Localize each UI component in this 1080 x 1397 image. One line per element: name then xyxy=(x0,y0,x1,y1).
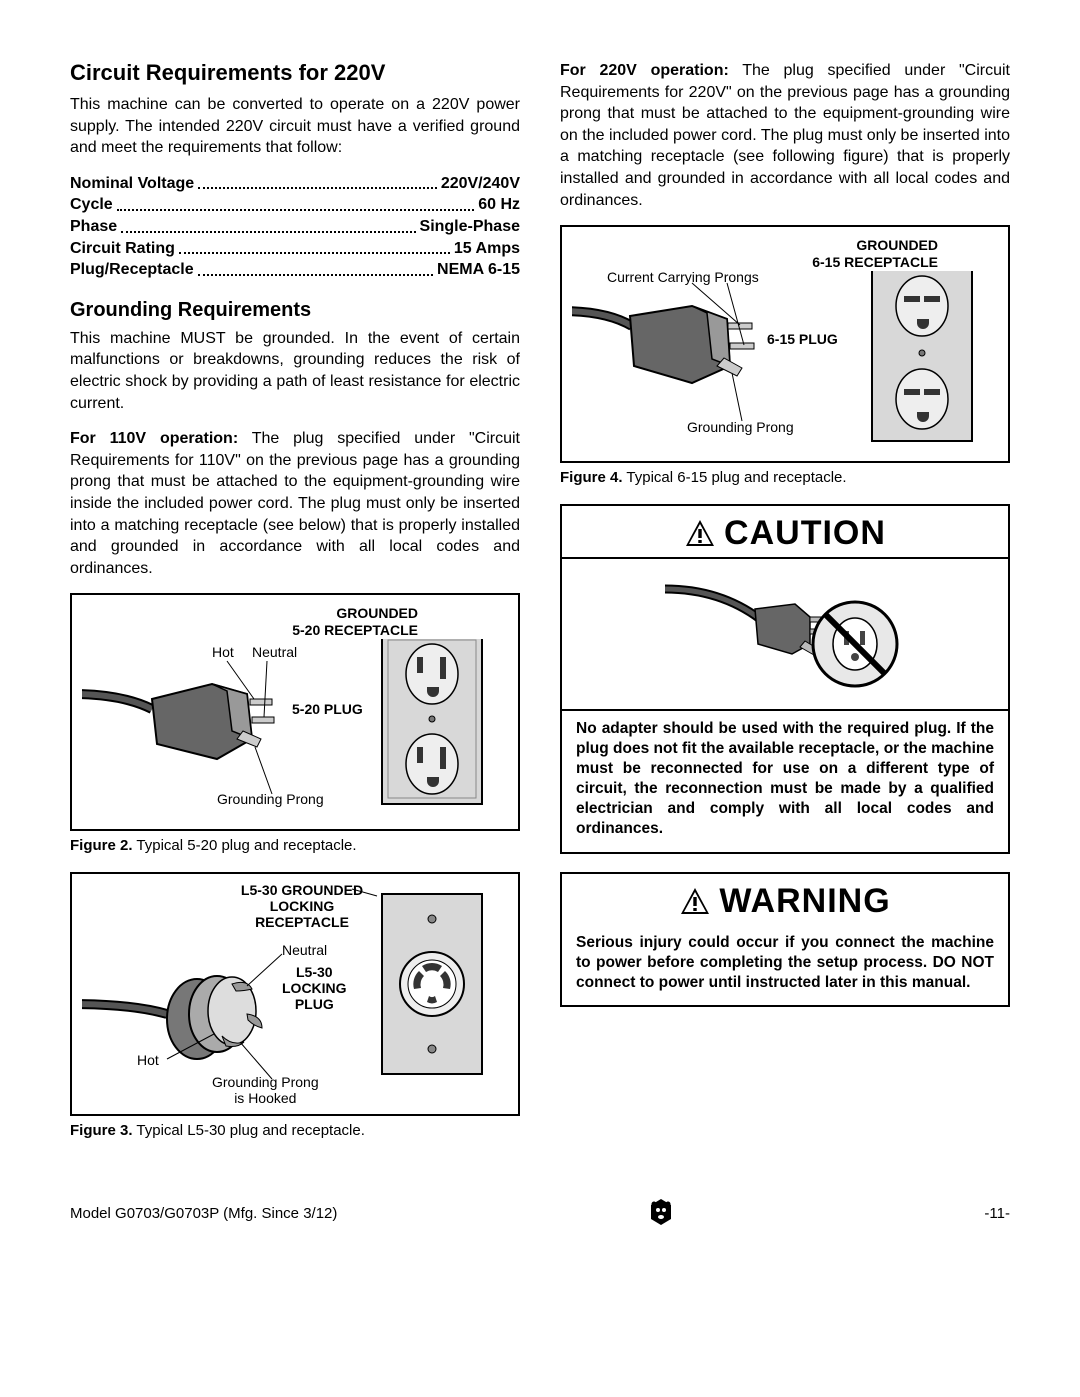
page: Circuit Requirements for 220V This machi… xyxy=(0,0,1080,1271)
fig4-caption: Figure 4. Typical 6-15 plug and receptac… xyxy=(560,469,1010,486)
fig3-pl2: LOCKING xyxy=(282,980,347,996)
fig3-pl1: L5-30 xyxy=(296,964,333,980)
fig3-g1: Grounding Prong xyxy=(212,1074,319,1090)
spec-row: Plug/Receptacle NEMA 6-15 xyxy=(70,259,520,281)
footer-model: Model G0703/G0703P (Mfg. Since 3/12) xyxy=(70,1205,337,1222)
para-grounding: This machine MUST be grounded. In the ev… xyxy=(70,328,520,414)
fig3-h2: LOCKING xyxy=(270,898,335,914)
warning-box: WARNING Serious injury could occur if yo… xyxy=(560,872,1010,1007)
spec-dots xyxy=(198,259,433,276)
figure-4-box: GROUNDED 6-15 RECEPTACLE xyxy=(560,225,1010,463)
warning-header: WARNING xyxy=(562,874,1008,925)
fig3-pl3: PLUG xyxy=(295,996,334,1012)
alert-triangle-icon xyxy=(679,886,711,916)
figure-2-box: GROUNDED 5-20 RECEPTACLE xyxy=(70,593,520,831)
fig3-caption-bold: Figure 3. xyxy=(70,1122,133,1139)
fig2-neutral-label: Neutral xyxy=(252,644,297,660)
spec-list: Nominal Voltage 220V/240V Cycle 60 Hz Ph… xyxy=(70,173,520,281)
para-110v: For 110V operation: The plug specified u… xyxy=(70,428,520,579)
spec-value: Single-Phase xyxy=(420,216,520,238)
fig4-caption-bold: Figure 4. xyxy=(560,469,623,486)
spec-row: Circuit Rating 15 Amps xyxy=(70,238,520,260)
heading-circuit-220v: Circuit Requirements for 220V xyxy=(70,60,520,86)
spec-label: Nominal Voltage xyxy=(70,173,194,195)
caution-title: CAUTION xyxy=(724,514,886,553)
fig3-scene: L5-30 GROUNDED LOCKING RECEPTACLE Neutra… xyxy=(82,884,508,1104)
fig3-ground: Grounding Prong is Hooked xyxy=(212,1074,319,1106)
fig4-scene: Current Carrying Prongs 6-15 PLUG Ground… xyxy=(572,271,998,451)
fig4-plug-label: 6-15 PLUG xyxy=(767,331,838,347)
para-220v-body: The plug specified under "Circuit Requir… xyxy=(560,62,1010,209)
alert-triangle-icon xyxy=(684,518,716,548)
fig3-g2: is Hooked xyxy=(234,1090,296,1106)
spec-dots xyxy=(121,216,415,233)
fig2-scene: Hot Neutral 5-20 PLUG Grounding Prong xyxy=(82,639,508,819)
fig3-h1: L5-30 GROUNDED xyxy=(241,882,363,898)
para-110v-body: The plug specified under "Circuit Requir… xyxy=(70,430,520,577)
caution-header: CAUTION xyxy=(562,506,1008,557)
spec-label: Cycle xyxy=(70,194,113,216)
fig2-caption-bold: Figure 2. xyxy=(70,837,133,854)
page-footer: Model G0703/G0703P (Mfg. Since 3/12) -11… xyxy=(70,1197,1010,1231)
para-220v-intro: This machine can be converted to operate… xyxy=(70,94,520,159)
spec-dots xyxy=(179,238,450,255)
fig2-header: GROUNDED 5-20 RECEPTACLE xyxy=(82,605,508,639)
two-column-layout: Circuit Requirements for 220V This machi… xyxy=(70,60,1010,1157)
fig4-h1: GROUNDED xyxy=(856,237,938,253)
spec-dots xyxy=(198,173,437,190)
figure-3-box: L5-30 GROUNDED LOCKING RECEPTACLE Neutra… xyxy=(70,872,520,1116)
spec-label: Circuit Rating xyxy=(70,238,175,260)
spec-label: Plug/Receptacle xyxy=(70,259,194,281)
footer-page-number: -11- xyxy=(984,1205,1010,1222)
fig3-plug-label: L5-30 LOCKING PLUG xyxy=(282,964,347,1012)
fig4-prongs-label: Current Carrying Prongs xyxy=(607,269,759,285)
spec-value: 60 Hz xyxy=(478,194,520,216)
spec-dots xyxy=(117,194,475,211)
warning-title: WARNING xyxy=(719,882,890,921)
spec-label: Phase xyxy=(70,216,117,238)
fig3-hot: Hot xyxy=(137,1052,159,1068)
spec-row: Phase Single-Phase xyxy=(70,216,520,238)
para-220v-lead: For 220V operation: xyxy=(560,62,729,79)
fig2-caption: Figure 2. Typical 5-20 plug and receptac… xyxy=(70,837,520,854)
para-220v-op: For 220V operation: The plug specified u… xyxy=(560,60,1010,211)
fig3-caption: Figure 3. Typical L5-30 plug and recepta… xyxy=(70,1122,520,1139)
fig4-h2: 6-15 RECEPTACLE xyxy=(812,254,938,270)
fig3-header: L5-30 GROUNDED LOCKING RECEPTACLE xyxy=(232,882,372,930)
no-adapter-icon xyxy=(660,569,910,699)
fig4-caption-text: Typical 6-15 plug and receptacle. xyxy=(623,469,847,486)
para-110v-lead: For 110V operation: xyxy=(70,430,238,447)
fig2-caption-text: Typical 5-20 plug and receptacle. xyxy=(133,837,357,854)
fig2-header-2: 5-20 RECEPTACLE xyxy=(292,622,418,638)
spec-value: NEMA 6-15 xyxy=(437,259,520,281)
fig3-neutral: Neutral xyxy=(282,942,327,958)
fig3-h3: RECEPTACLE xyxy=(255,914,349,930)
spec-value: 220V/240V xyxy=(441,173,520,195)
caution-body: No adapter should be used with the requi… xyxy=(562,711,1008,852)
spec-value: 15 Amps xyxy=(454,238,520,260)
spec-row: Cycle 60 Hz xyxy=(70,194,520,216)
footer-logo-icon xyxy=(647,1197,675,1231)
fig2-hot-label: Hot xyxy=(212,644,234,660)
fig3-caption-text: Typical L5-30 plug and receptacle. xyxy=(133,1122,365,1139)
spec-row: Nominal Voltage 220V/240V xyxy=(70,173,520,195)
caution-box: CAUTION xyxy=(560,504,1010,854)
warning-body: Serious injury could occur if you connec… xyxy=(562,925,1008,1005)
caution-illustration xyxy=(562,557,1008,711)
fig4-header: GROUNDED 6-15 RECEPTACLE xyxy=(572,237,998,271)
fig4-ground-label: Grounding Prong xyxy=(687,419,794,435)
fig2-header-1: GROUNDED xyxy=(336,605,418,621)
fig2-ground-label: Grounding Prong xyxy=(217,791,324,807)
right-column: For 220V operation: The plug specified u… xyxy=(560,60,1010,1157)
heading-grounding: Grounding Requirements xyxy=(70,299,520,322)
left-column: Circuit Requirements for 220V This machi… xyxy=(70,60,520,1157)
fig2-plug-label: 5-20 PLUG xyxy=(292,701,363,717)
